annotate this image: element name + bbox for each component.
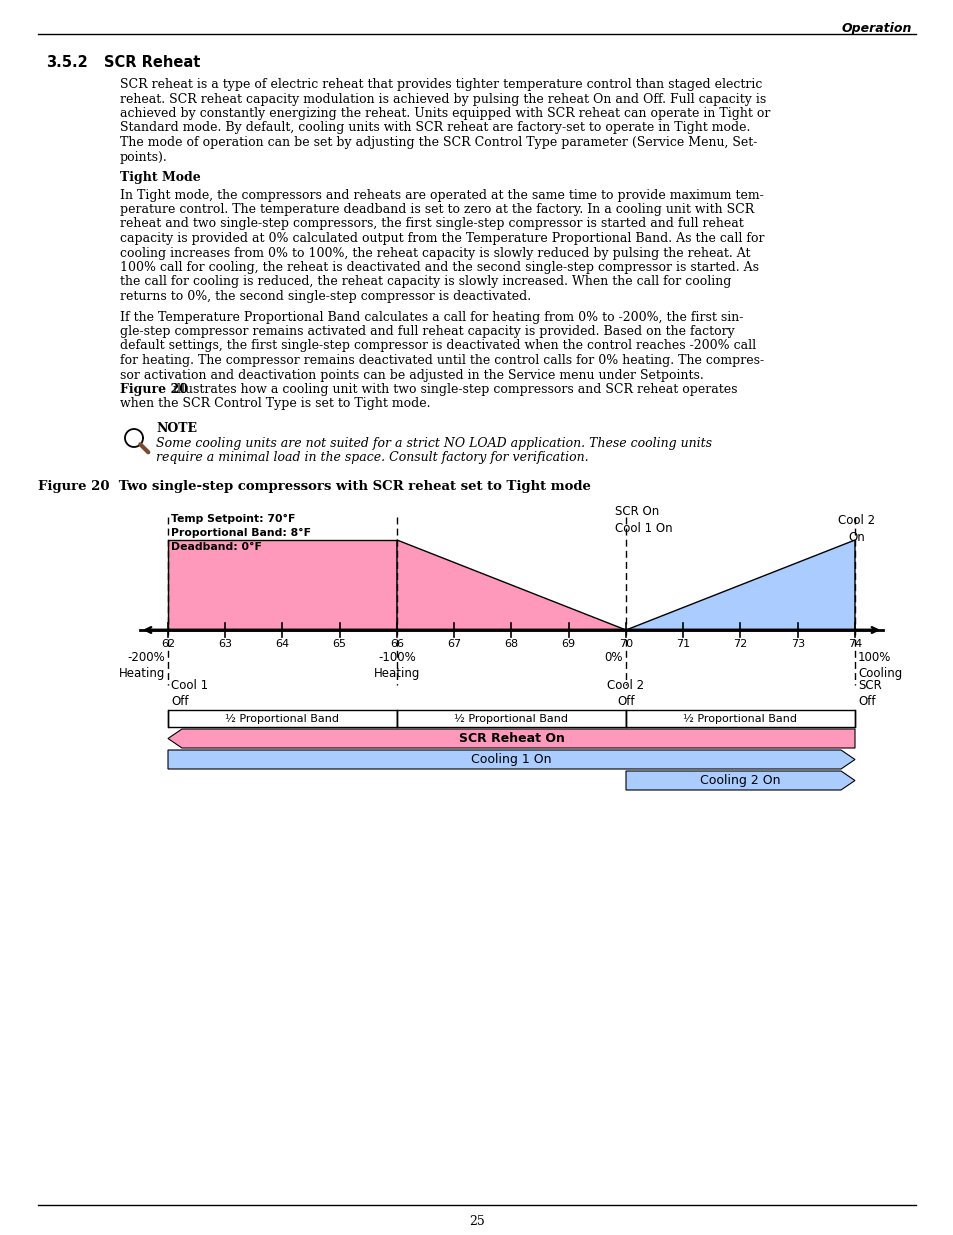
Text: -200%
Heating: -200% Heating [118,651,165,680]
Text: Cooling 2 On: Cooling 2 On [700,774,780,787]
Text: Cooling 1 On: Cooling 1 On [471,753,551,766]
Text: 25: 25 [469,1215,484,1228]
Text: require a minimal load in the space. Consult factory for verification.: require a minimal load in the space. Con… [156,451,588,464]
Text: NOTE: NOTE [156,422,196,435]
Text: Cool 2
On: Cool 2 On [838,514,875,543]
Text: 70: 70 [618,638,633,650]
Text: Cool 1
Off: Cool 1 Off [171,679,208,708]
Polygon shape [168,729,854,748]
Text: default settings, the first single-step compressor is deactivated when the contr: default settings, the first single-step … [120,340,756,352]
Text: Standard mode. By default, cooling units with SCR reheat are factory-set to oper: Standard mode. By default, cooling units… [120,121,750,135]
Text: SCR
Off: SCR Off [857,679,881,708]
Text: 66: 66 [390,638,403,650]
Text: 62: 62 [161,638,175,650]
Text: 3.5.2: 3.5.2 [46,56,88,70]
Text: Figure 20: Figure 20 [120,383,188,396]
Text: 72: 72 [733,638,747,650]
Text: 0%: 0% [604,651,622,664]
Text: 74: 74 [847,638,862,650]
Text: Tight Mode: Tight Mode [120,170,200,184]
Text: 100% call for cooling, the reheat is deactivated and the second single-step comp: 100% call for cooling, the reheat is dea… [120,261,759,274]
Text: 73: 73 [790,638,804,650]
Text: 69: 69 [561,638,576,650]
Text: gle-step compressor remains activated and full reheat capacity is provided. Base: gle-step compressor remains activated an… [120,325,734,338]
Text: sor activation and deactivation points can be adjusted in the Service menu under: sor activation and deactivation points c… [120,368,703,382]
Polygon shape [625,771,854,790]
Text: SCR reheat is a type of electric reheat that provides tighter temperature contro: SCR reheat is a type of electric reheat … [120,78,761,91]
Polygon shape [168,540,396,630]
Text: In Tight mode, the compressors and reheats are operated at the same time to prov: In Tight mode, the compressors and rehea… [120,189,763,201]
Text: 100%
Cooling: 100% Cooling [857,651,902,680]
Text: illustrates how a cooling unit with two single-step compressors and SCR reheat o: illustrates how a cooling unit with two … [169,383,737,396]
Text: ½ Proportional Band: ½ Proportional Band [454,714,568,724]
Text: ½ Proportional Band: ½ Proportional Band [225,714,339,724]
Polygon shape [625,540,854,630]
Text: Operation: Operation [841,22,911,35]
Text: perature control. The temperature deadband is set to zero at the factory. In a c: perature control. The temperature deadba… [120,203,754,216]
Text: the call for cooling is reduced, the reheat capacity is slowly increased. When t: the call for cooling is reduced, the reh… [120,275,731,289]
Text: points).: points). [120,151,168,163]
Text: capacity is provided at 0% calculated output from the Temperature Proportional B: capacity is provided at 0% calculated ou… [120,232,763,245]
Text: reheat. SCR reheat capacity modulation is achieved by pulsing the reheat On and : reheat. SCR reheat capacity modulation i… [120,93,765,105]
Text: 63: 63 [218,638,232,650]
Text: achieved by constantly energizing the reheat. Units equipped with SCR reheat can: achieved by constantly energizing the re… [120,107,770,120]
Polygon shape [396,540,625,630]
Bar [396,710,625,727]
Text: for heating. The compressor remains deactivated until the control calls for 0% h: for heating. The compressor remains deac… [120,354,763,367]
Text: Temp Setpoint: 70°F
Proportional Band: 8°F
Deadband: 0°F: Temp Setpoint: 70°F Proportional Band: 8… [171,514,311,552]
Text: Some cooling units are not suited for a strict NO LOAD application. These coolin: Some cooling units are not suited for a … [156,437,711,450]
Text: 64: 64 [275,638,290,650]
Text: SCR Reheat: SCR Reheat [104,56,200,70]
Text: cooling increases from 0% to 100%, the reheat capacity is slowly reduced by puls: cooling increases from 0% to 100%, the r… [120,247,750,259]
Polygon shape [168,750,854,769]
Bar [625,710,854,727]
Text: Figure 20  Two single-step compressors with SCR reheat set to Tight mode: Figure 20 Two single-step compressors wi… [38,480,590,493]
Bar [168,710,396,727]
Text: when the SCR Control Type is set to Tight mode.: when the SCR Control Type is set to Tigh… [120,398,430,410]
Text: reheat and two single-step compressors, the first single-step compressor is star: reheat and two single-step compressors, … [120,217,743,231]
Text: SCR Reheat On: SCR Reheat On [458,732,564,745]
Text: If the Temperature Proportional Band calculates a call for heating from 0% to -2: If the Temperature Proportional Band cal… [120,310,742,324]
Text: ½ Proportional Band: ½ Proportional Band [682,714,797,724]
Text: Cool 2
Off: Cool 2 Off [607,679,644,708]
Text: SCR On
Cool 1 On: SCR On Cool 1 On [614,505,672,535]
Text: 68: 68 [504,638,518,650]
Text: -100%
Heating: -100% Heating [374,651,419,680]
Text: The mode of operation can be set by adjusting the SCR Control Type parameter (Se: The mode of operation can be set by adju… [120,136,757,149]
Text: 71: 71 [676,638,690,650]
Text: 67: 67 [447,638,461,650]
Text: 65: 65 [333,638,346,650]
Text: returns to 0%, the second single-step compressor is deactivated.: returns to 0%, the second single-step co… [120,290,531,303]
